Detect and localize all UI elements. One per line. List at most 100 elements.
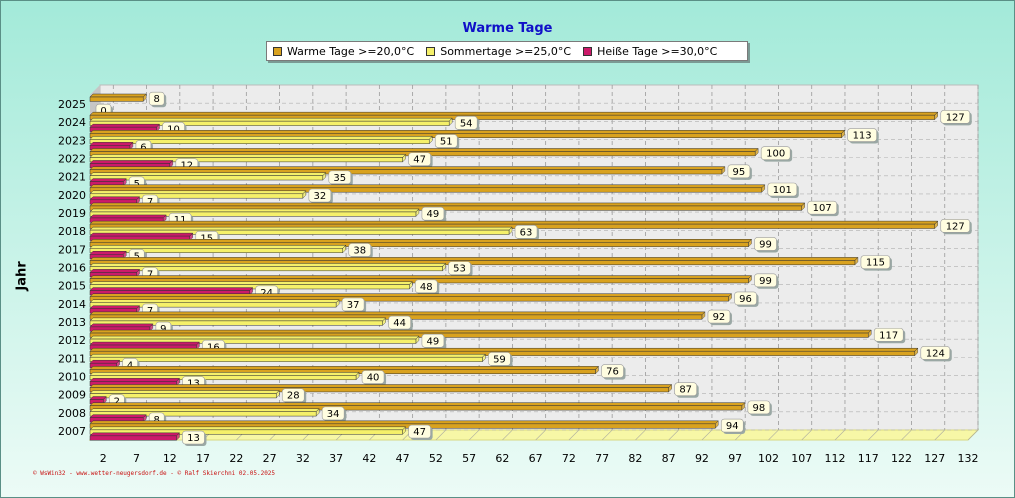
bar: [89, 266, 443, 272]
x-floor-gridline: [901, 429, 912, 441]
data-label: 101: [773, 185, 792, 196]
x-tick-label: 122: [891, 452, 912, 465]
x-tick-label: 27: [263, 452, 277, 465]
x-tick-label: 87: [662, 452, 676, 465]
data-label: 5: [134, 179, 140, 190]
x-floor-gridline: [868, 429, 879, 441]
data-label: 113: [853, 131, 872, 142]
bar: [89, 387, 669, 393]
data-label: 5: [134, 251, 140, 262]
data-label: 54: [460, 118, 473, 129]
data-label: 48: [420, 282, 433, 293]
data-label: 59: [493, 354, 506, 365]
data-label-box: [767, 182, 798, 197]
bar-top: [89, 378, 181, 382]
bar: [89, 205, 802, 211]
bar: [89, 435, 177, 441]
data-label: 24: [260, 288, 273, 299]
data-label-box: [434, 134, 458, 148]
data-label-box: [760, 146, 791, 160]
data-label: 96: [739, 294, 752, 305]
legend-swatch-sommer: [426, 46, 436, 56]
data-label-box: [348, 243, 372, 257]
x-floor-gridline: [668, 429, 679, 441]
bar-top: [89, 196, 141, 201]
bar: [89, 169, 723, 175]
x-tick-label: 52: [429, 452, 443, 465]
data-label-box: [448, 261, 471, 275]
x-floor-gridline: [934, 429, 945, 441]
y-tick-label: 2011: [58, 352, 86, 365]
data-label-box: [421, 206, 445, 221]
bar-top: [89, 220, 939, 225]
x-tick-label: 2: [100, 452, 107, 465]
bar: [89, 302, 337, 308]
data-label-box: [707, 309, 731, 324]
bar-top: [89, 420, 719, 425]
bar: [89, 139, 430, 144]
bar-top: [89, 293, 733, 297]
bar-top: [89, 281, 413, 285]
data-label: 10: [167, 124, 180, 135]
bar: [89, 229, 510, 235]
x-floor-gridline: [435, 429, 447, 441]
data-label-box: [148, 91, 165, 106]
data-label-box: [747, 400, 771, 415]
data-label: 63: [520, 227, 533, 238]
data-label: 107: [813, 203, 832, 214]
x-tick-label: 67: [529, 452, 543, 465]
data-label-box: [488, 352, 511, 366]
data-label: 127: [946, 221, 965, 232]
y-tick-label: 2014: [58, 298, 86, 311]
bar-top: [89, 154, 407, 158]
data-label-box: [421, 333, 445, 348]
bar: [89, 393, 277, 399]
bar-top: [89, 402, 746, 406]
bar: [89, 356, 483, 362]
data-label-box: [754, 237, 777, 251]
data-label: 35: [333, 173, 346, 184]
bar: [89, 193, 304, 199]
bar-top: [89, 287, 254, 291]
y-tick-label: 2024: [58, 116, 86, 129]
data-label: 13: [187, 379, 200, 390]
x-floor-gridline: [535, 429, 546, 441]
x-tick-label: 47: [396, 452, 410, 465]
y-tick-label: 2010: [58, 370, 86, 383]
data-label: 87: [679, 385, 692, 396]
bar-top: [89, 214, 167, 219]
data-label: 37: [347, 300, 360, 311]
bar: [89, 157, 403, 163]
x-tick-label: 112: [824, 452, 845, 465]
x-tick-label: 132: [958, 452, 979, 465]
data-label: 6: [140, 143, 146, 154]
data-label: 124: [926, 348, 945, 359]
data-label-box: [408, 424, 431, 439]
x-tick-label: 107: [791, 452, 812, 465]
bar-top: [89, 353, 487, 358]
bar-top: [89, 341, 201, 346]
legend-item-sommer: Sommertage >=25,0°C: [426, 45, 571, 58]
bar: [89, 120, 450, 126]
data-label: 16: [207, 342, 220, 353]
x-floor-gridline: [701, 429, 713, 441]
data-label: 47: [413, 155, 426, 166]
data-label-box: [674, 382, 697, 397]
y-tick-label: 2017: [58, 243, 86, 256]
y-tick-label: 2009: [58, 389, 86, 402]
y-tick-label: 2013: [58, 316, 86, 329]
bar-top: [89, 323, 154, 328]
y-tick-label: 2020: [58, 189, 86, 202]
data-label: 32: [313, 191, 326, 202]
x-tick-label: 37: [329, 452, 343, 465]
x-tick-label: 97: [728, 452, 742, 465]
data-label-box: [727, 164, 751, 179]
bar-top: [89, 160, 174, 164]
bar: [89, 133, 842, 138]
data-label: 7: [147, 197, 153, 208]
x-tick-label: 42: [362, 452, 376, 465]
data-label: 8: [154, 94, 160, 105]
data-label-box: [847, 128, 877, 142]
y-tick-label: 2015: [58, 280, 86, 293]
x-floor-gridline: [468, 429, 480, 441]
